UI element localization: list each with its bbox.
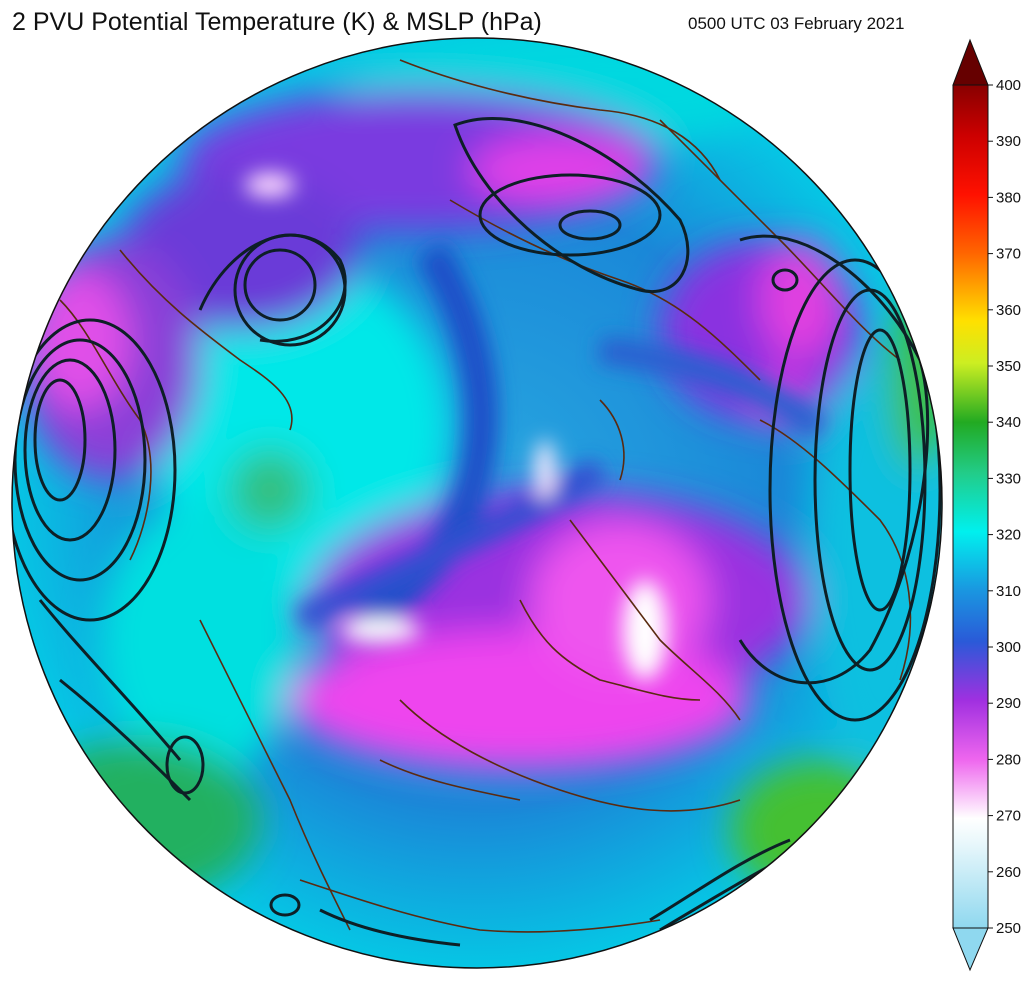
colorbar-tick-label: 350: [996, 358, 1021, 375]
colorbar-tick-label: 250: [996, 920, 1021, 937]
colorbar-extend-min: [952, 927, 989, 972]
coastlines: [59, 59, 912, 933]
colorbar-extend-max: [952, 38, 989, 86]
colorbar-tick-label: 390: [996, 133, 1021, 150]
colorbar-tick-label: 330: [996, 470, 1021, 487]
page-title: 2 PVU Potential Temperature (K) & MSLP (…: [12, 8, 542, 36]
globe-outline: [11, 37, 943, 969]
colorbar-tick-label: 340: [996, 414, 1021, 431]
colorbar-tick-label: 400: [996, 77, 1021, 94]
colorbar-tick-label: 260: [996, 864, 1021, 881]
colorbar-tick-label: 300: [996, 639, 1021, 656]
colorbar: 250 260 270 280 290 300 310 320 330 340 350 360 370 3…: [952, 38, 1021, 972]
colorbar-tick-label: 280: [996, 751, 1021, 768]
valid-time: 0500 UTC 03 February 2021: [688, 14, 905, 33]
colorbar-body: [952, 84, 989, 929]
colorbar-tick-label: 380: [996, 189, 1021, 206]
colorbar-tick-label: 370: [996, 246, 1021, 263]
colorbar-tick-label: 310: [996, 583, 1021, 600]
colorbar-tick-label: 360: [996, 302, 1021, 319]
colorbar-ticks: 250 260 270 280 290 300 310 320 330 340 350 360 370 3…: [988, 77, 1021, 937]
colorbar-tick-label: 320: [996, 527, 1021, 544]
colorbar-tick-label: 270: [996, 808, 1021, 825]
colorbar-tick-label: 290: [996, 695, 1021, 712]
mslp-isobars: [12, 116, 942, 947]
